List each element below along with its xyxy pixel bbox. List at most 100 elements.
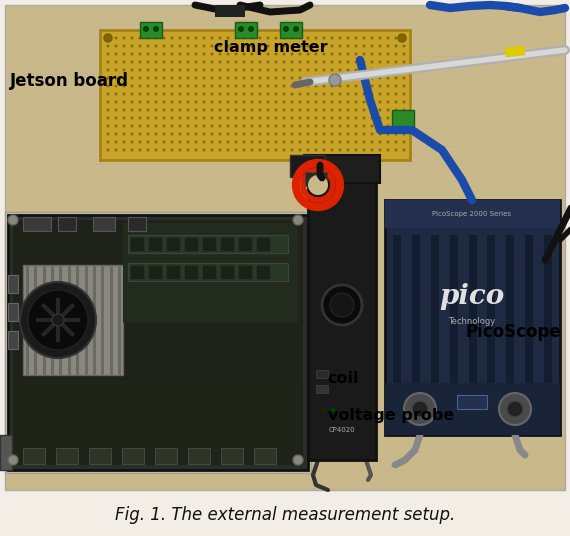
Circle shape <box>202 77 206 79</box>
Circle shape <box>363 108 365 111</box>
Bar <box>221 448 243 464</box>
Circle shape <box>123 61 125 63</box>
Circle shape <box>259 77 262 79</box>
Circle shape <box>162 93 165 95</box>
Circle shape <box>402 53 405 56</box>
Circle shape <box>202 140 206 144</box>
Circle shape <box>194 132 197 136</box>
Circle shape <box>307 116 310 120</box>
Circle shape <box>115 148 117 152</box>
Circle shape <box>299 140 302 144</box>
Circle shape <box>186 85 189 87</box>
Circle shape <box>107 124 109 128</box>
Circle shape <box>331 85 333 87</box>
Circle shape <box>283 116 286 120</box>
Circle shape <box>242 116 246 120</box>
Circle shape <box>186 101 189 103</box>
Circle shape <box>186 93 189 95</box>
Circle shape <box>146 85 149 87</box>
Circle shape <box>347 116 349 120</box>
Circle shape <box>394 53 397 56</box>
Circle shape <box>170 61 173 63</box>
Bar <box>155 448 177 464</box>
Circle shape <box>107 140 109 144</box>
Circle shape <box>370 124 373 128</box>
Bar <box>56 448 78 464</box>
Circle shape <box>210 77 214 79</box>
Circle shape <box>299 116 302 120</box>
Circle shape <box>242 132 246 136</box>
Circle shape <box>339 61 341 63</box>
Circle shape <box>226 101 230 103</box>
Circle shape <box>202 44 206 48</box>
Circle shape <box>394 101 397 103</box>
Circle shape <box>107 148 109 152</box>
Circle shape <box>283 44 286 48</box>
Circle shape <box>339 69 341 71</box>
Circle shape <box>386 93 389 95</box>
Bar <box>68 265 71 375</box>
Circle shape <box>347 108 349 111</box>
Circle shape <box>202 61 206 63</box>
Circle shape <box>291 93 294 95</box>
Circle shape <box>162 101 165 103</box>
Circle shape <box>370 101 373 103</box>
Circle shape <box>283 140 286 144</box>
Circle shape <box>139 124 141 128</box>
Bar <box>148 265 162 279</box>
Circle shape <box>162 140 165 144</box>
Bar <box>148 237 162 251</box>
Bar <box>16 380 301 460</box>
Circle shape <box>131 116 133 120</box>
Circle shape <box>323 108 325 111</box>
Bar <box>128 217 146 231</box>
Circle shape <box>355 124 357 128</box>
Bar <box>8 215 308 470</box>
Bar <box>202 237 216 251</box>
Circle shape <box>154 85 157 87</box>
Circle shape <box>153 26 159 32</box>
Circle shape <box>104 34 112 42</box>
Circle shape <box>226 148 230 152</box>
Circle shape <box>339 77 341 79</box>
Circle shape <box>386 36 389 40</box>
Circle shape <box>267 61 270 63</box>
Circle shape <box>178 148 181 152</box>
Circle shape <box>386 69 389 71</box>
Circle shape <box>131 85 133 87</box>
Circle shape <box>386 61 389 63</box>
Circle shape <box>259 93 262 95</box>
Circle shape <box>402 108 405 111</box>
Circle shape <box>299 61 302 63</box>
Circle shape <box>194 53 197 56</box>
Circle shape <box>178 77 181 79</box>
Circle shape <box>283 36 286 40</box>
Circle shape <box>194 124 197 128</box>
Circle shape <box>107 53 109 56</box>
Circle shape <box>146 44 149 48</box>
Circle shape <box>291 140 294 144</box>
Circle shape <box>115 93 117 95</box>
Circle shape <box>315 93 317 95</box>
Circle shape <box>394 69 397 71</box>
Bar <box>184 237 198 251</box>
Circle shape <box>234 124 238 128</box>
Bar <box>122 448 144 464</box>
Bar <box>215 5 245 17</box>
Circle shape <box>394 36 397 40</box>
Circle shape <box>347 69 349 71</box>
Circle shape <box>123 85 125 87</box>
Circle shape <box>20 282 96 358</box>
Circle shape <box>315 44 317 48</box>
Circle shape <box>355 93 357 95</box>
Circle shape <box>363 101 365 103</box>
Circle shape <box>238 26 244 32</box>
Circle shape <box>267 53 270 56</box>
Circle shape <box>226 69 230 71</box>
Circle shape <box>299 85 302 87</box>
Bar <box>89 448 111 464</box>
Circle shape <box>307 61 310 63</box>
Circle shape <box>267 148 270 152</box>
Circle shape <box>234 69 238 71</box>
Circle shape <box>202 132 206 136</box>
